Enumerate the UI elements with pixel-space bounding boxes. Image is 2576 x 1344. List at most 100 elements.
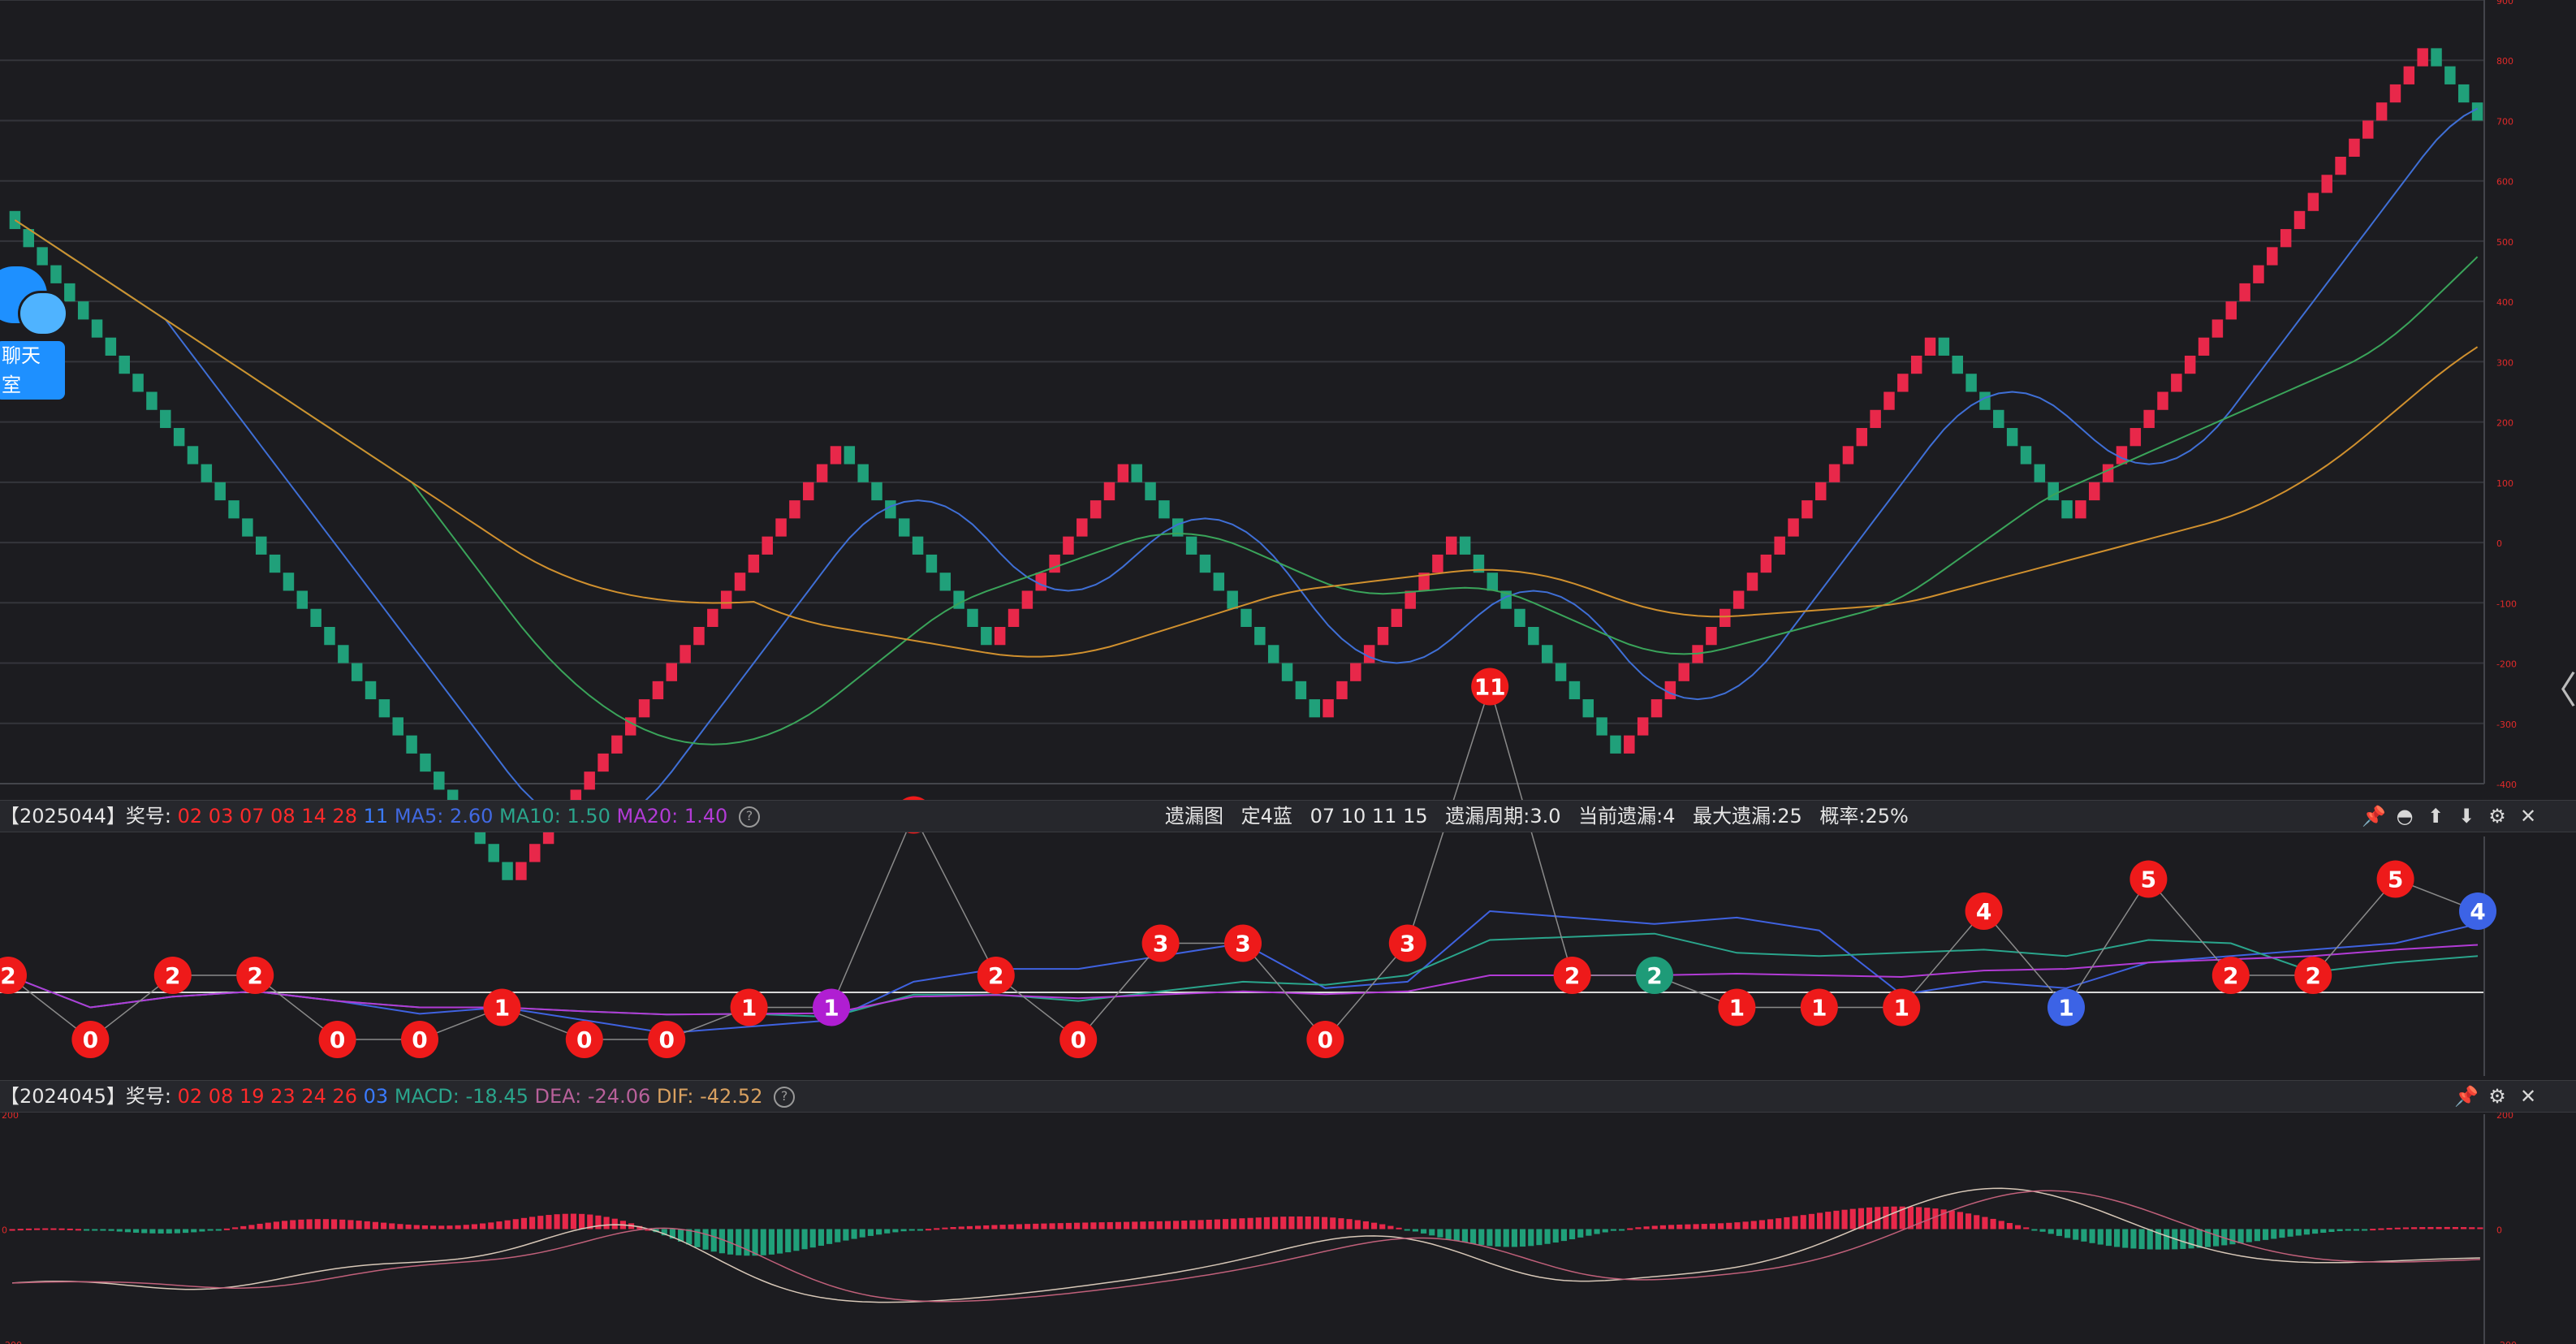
candle-down[interactable] (1295, 681, 1307, 700)
macd-bar-down[interactable] (2039, 1229, 2046, 1232)
omission-ball[interactable] (813, 988, 850, 1026)
macd-bar-down[interactable] (2089, 1229, 2095, 1243)
pin-icon[interactable]: 📌 (2362, 805, 2386, 828)
close-icon[interactable]: ✕ (2519, 805, 2537, 828)
macd-bar-up[interactable] (421, 1225, 428, 1229)
macd-bar-up[interactable] (999, 1225, 1006, 1229)
macd-bar-up[interactable] (1305, 1216, 1311, 1229)
candle-up[interactable] (680, 645, 691, 663)
candle-up[interactable] (2102, 464, 2114, 482)
macd-bar-up[interactable] (1379, 1224, 1386, 1229)
macd-bar-down[interactable] (1528, 1229, 1534, 1247)
candle-down[interactable] (392, 717, 403, 736)
macd-bar-down[interactable] (710, 1229, 717, 1252)
macd-bar-up[interactable] (1362, 1221, 1369, 1229)
macd-bar-down[interactable] (2337, 1229, 2343, 1232)
candle-up[interactable] (2239, 283, 2250, 302)
macd-bar-down[interactable] (2328, 1229, 2335, 1232)
macd-bar-down[interactable] (2221, 1229, 2228, 1246)
macd-bar-up[interactable] (438, 1225, 445, 1229)
macd-bar-up[interactable] (1065, 1222, 1072, 1229)
candle-down[interactable] (160, 409, 171, 429)
macd-bar-up[interactable] (1214, 1219, 1220, 1229)
macd-bar-down[interactable] (727, 1229, 734, 1255)
collapse-sidebar-icon[interactable]: 〈 (2539, 668, 2576, 712)
macd-bar-up[interactable] (2427, 1226, 2434, 1229)
candle-down[interactable] (1965, 374, 1977, 392)
candle-down[interactable] (77, 301, 89, 320)
macd-bar-down[interactable] (1552, 1229, 1559, 1243)
macd-bar-up[interactable] (372, 1221, 378, 1229)
macd-bar-down[interactable] (2362, 1229, 2368, 1231)
macd-bar-down[interactable] (157, 1229, 164, 1234)
omission-chart[interactable]: 20220010011720330311221114152254 (0, 668, 2496, 1077)
macd-bar-up[interactable] (265, 1222, 271, 1229)
candle-up[interactable] (2253, 265, 2264, 283)
macd-bar-up[interactable] (447, 1225, 453, 1229)
macd-bar-down[interactable] (2065, 1229, 2071, 1238)
macd-bar-down[interactable] (2213, 1229, 2220, 1247)
macd-bar-down[interactable] (215, 1229, 222, 1231)
macd-bar-down[interactable] (1461, 1229, 1468, 1243)
macd-bar-up[interactable] (1767, 1219, 1774, 1229)
macd-bar-down[interactable] (777, 1229, 783, 1254)
candle-down[interactable] (283, 573, 295, 591)
macd-bar-down[interactable] (2138, 1229, 2145, 1250)
macd-bar-up[interactable] (950, 1227, 956, 1229)
macd-bar-down[interactable] (843, 1229, 849, 1241)
candle-down[interactable] (1199, 554, 1211, 573)
candle-down[interactable] (37, 247, 48, 266)
omission-ball[interactable] (0, 957, 27, 994)
macd-bar-up[interactable] (1726, 1222, 1732, 1229)
candle-up[interactable] (1391, 608, 1403, 627)
macd-bar-down[interactable] (2073, 1229, 2079, 1240)
macd-bar-down[interactable] (1577, 1229, 1584, 1238)
macd-bar-up[interactable] (1033, 1223, 1039, 1229)
macd-bar-up[interactable] (537, 1216, 544, 1229)
candle-up[interactable] (1063, 536, 1074, 555)
macd-bar-up[interactable] (1841, 1209, 1848, 1229)
candle-down[interactable] (2006, 428, 2018, 447)
macd-bar-down[interactable] (2229, 1229, 2236, 1245)
macd-bar-up[interactable] (2378, 1228, 2384, 1230)
candle-down[interactable] (1473, 554, 1485, 573)
candle-up[interactable] (994, 627, 1006, 646)
macd-bar-up[interactable] (1627, 1228, 1633, 1230)
macd-bar-up[interactable] (1808, 1213, 1814, 1229)
macd-bar-up[interactable] (1041, 1223, 1047, 1229)
candle-up[interactable] (652, 681, 664, 700)
macd-bar-up[interactable] (1940, 1209, 1947, 1229)
omission-ball[interactable] (2211, 957, 2250, 994)
macd-bar-up[interactable] (1924, 1208, 1931, 1229)
macd-bar-down[interactable] (174, 1229, 180, 1234)
candle-down[interactable] (1610, 735, 1621, 754)
candle-up[interactable] (1664, 681, 1676, 700)
macd-bar-up[interactable] (331, 1219, 338, 1229)
macd-bar-up[interactable] (1758, 1220, 1765, 1229)
candle-up[interactable] (1870, 409, 1881, 429)
macd-bar-up[interactable] (2452, 1226, 2458, 1229)
macd-bar-down[interactable] (768, 1229, 775, 1255)
macd-chart[interactable]: -200 -200 0 0 200 200 (2, 1110, 2517, 1344)
macd-bar-up[interactable] (1858, 1208, 1864, 1229)
omission-ball[interactable] (1718, 988, 1756, 1026)
macd-bar-up[interactable] (282, 1221, 288, 1229)
macd-bar-up[interactable] (1247, 1217, 1253, 1229)
macd-bar-down[interactable] (2312, 1229, 2319, 1234)
candle-up[interactable] (1788, 518, 1799, 537)
omission-ball[interactable] (1388, 924, 1426, 962)
candle-down[interactable] (926, 554, 938, 573)
macd-bar-down[interactable] (2105, 1229, 2112, 1247)
candle-up[interactable] (1678, 663, 1689, 681)
macd-bar-down[interactable] (166, 1229, 172, 1234)
candle-up[interactable] (1624, 735, 1635, 754)
macd-bar-up[interactable] (1090, 1222, 1097, 1229)
macd-bar-up[interactable] (306, 1219, 313, 1229)
macd-bar-up[interactable] (2006, 1223, 2013, 1229)
omission-ball[interactable] (2376, 860, 2414, 898)
candle-down[interactable] (406, 735, 417, 754)
candle-up[interactable] (2349, 138, 2360, 157)
candle-up[interactable] (666, 663, 678, 681)
omission-ball[interactable] (236, 957, 274, 994)
omission-ball[interactable] (565, 1021, 603, 1058)
